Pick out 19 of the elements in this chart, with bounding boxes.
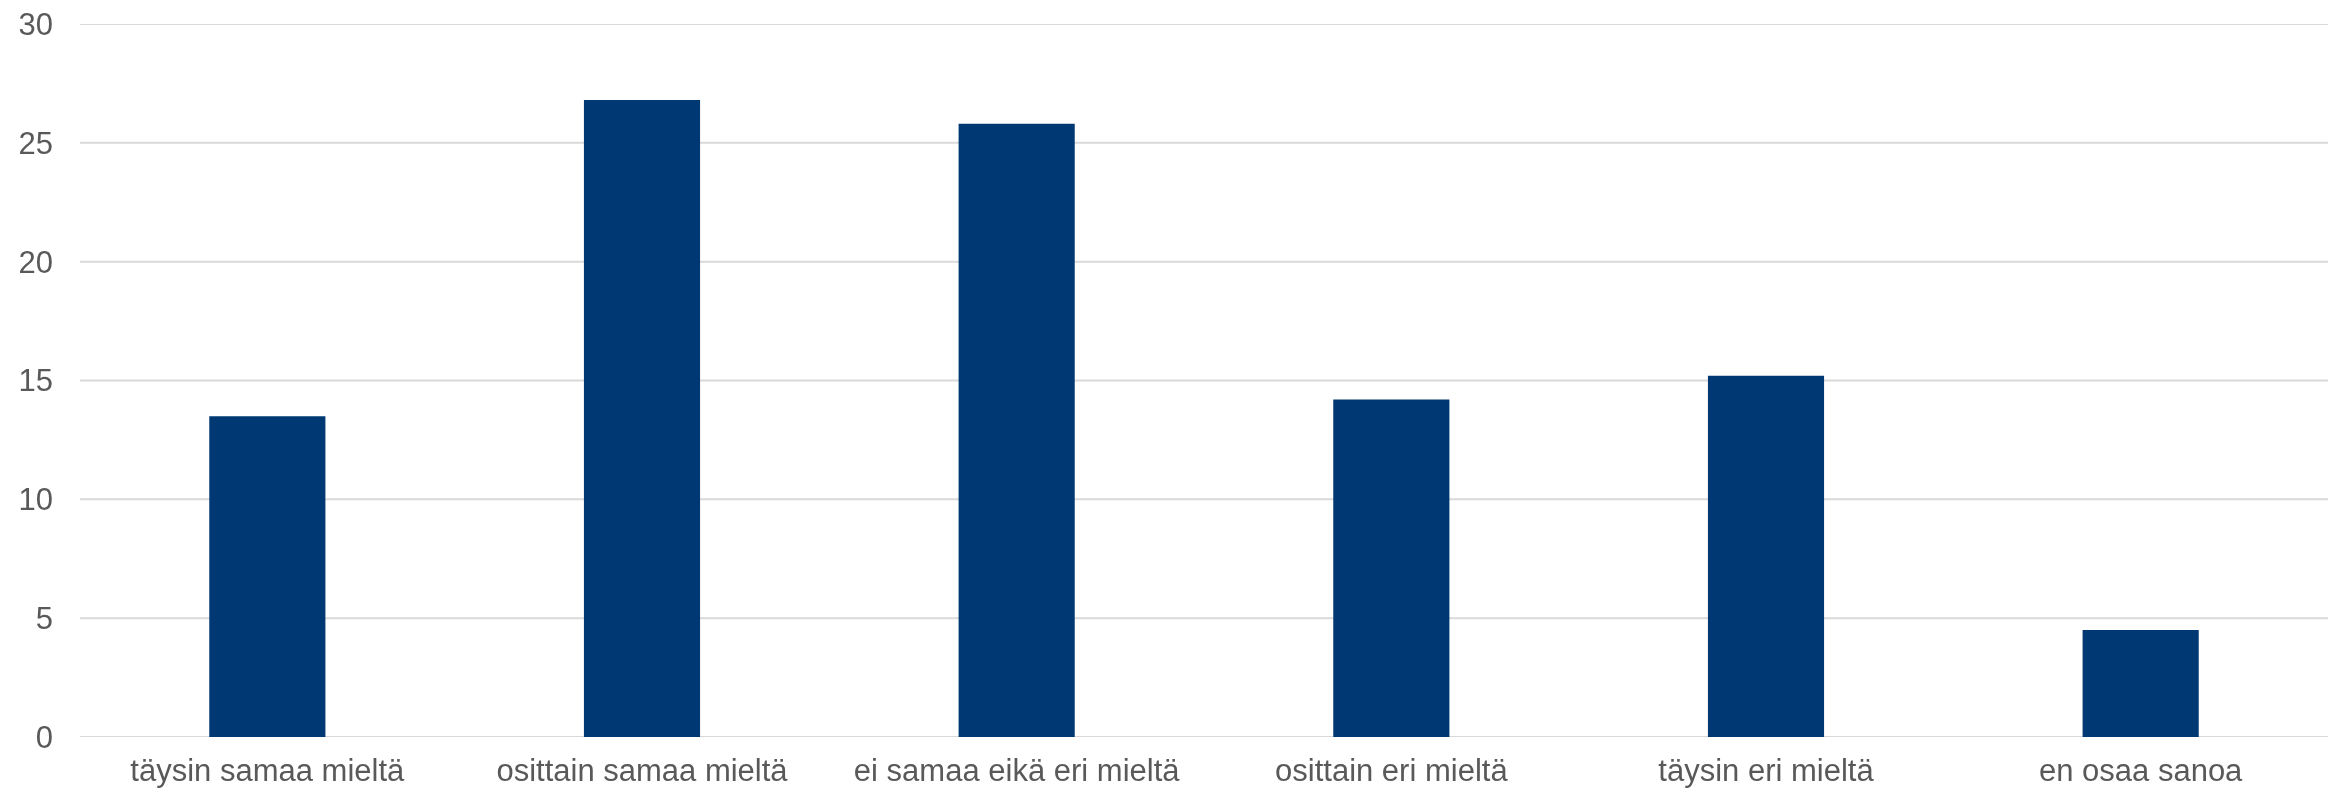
y-tick-label: 0 (35, 719, 53, 755)
x-tick-label: ei samaa eikä eri mieltä (853, 753, 1181, 788)
y-tick-label: 30 (18, 6, 53, 42)
x-tick-label: täysin eri mieltä (1658, 753, 1875, 788)
y-tick-label: 5 (35, 601, 53, 637)
bar (583, 100, 701, 737)
x-tick-label: en osaa sanoa (2038, 753, 2244, 788)
y-tick-label: 25 (18, 125, 53, 161)
y-tick-label: 20 (18, 244, 53, 280)
x-tick-label: täysin samaa mieltä (130, 753, 406, 788)
bar (2082, 630, 2199, 737)
y-tick-label: 15 (18, 363, 53, 399)
x-tick-label: osittain eri mieltä (1275, 753, 1509, 788)
bar (1333, 399, 1450, 737)
y-tick-label: 10 (18, 482, 53, 518)
bar (1707, 375, 1825, 737)
bar (958, 123, 1075, 737)
bar (209, 416, 326, 737)
x-tick-label: osittain samaa mieltä (496, 753, 789, 788)
